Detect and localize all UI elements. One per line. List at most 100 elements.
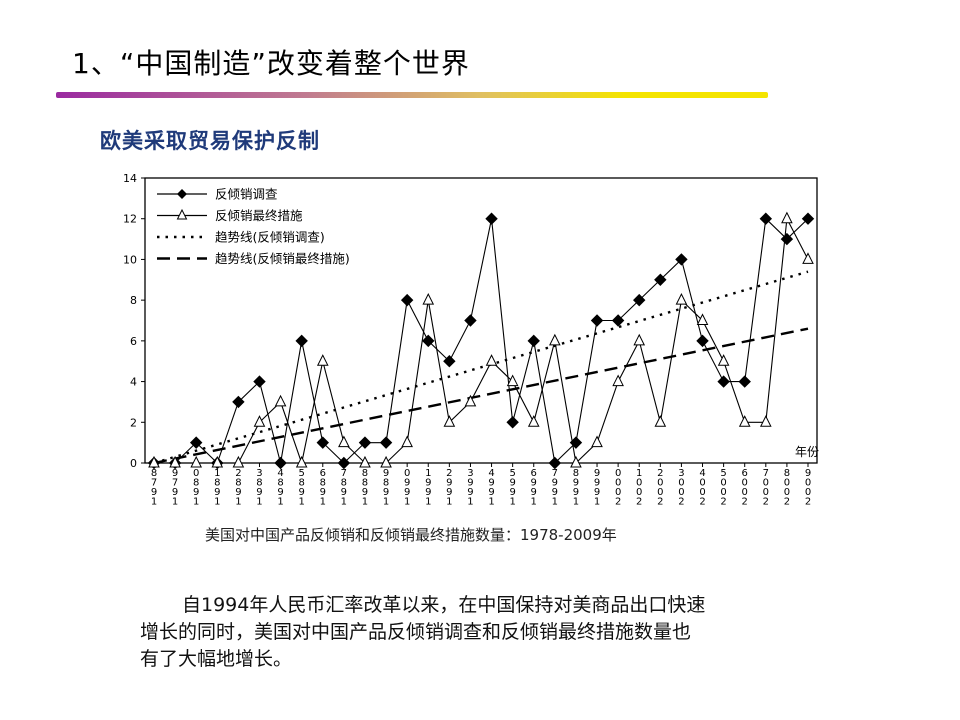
point-investigations xyxy=(590,314,604,327)
point-final-measures xyxy=(759,415,772,427)
point-final-measures xyxy=(401,435,413,448)
point-investigations xyxy=(358,436,372,449)
point-investigations xyxy=(379,436,393,449)
point-final-measures xyxy=(802,252,814,264)
point-investigations xyxy=(337,456,351,470)
point-investigations xyxy=(675,253,688,266)
point-final-measures xyxy=(190,455,203,468)
y-tick-label: 6 xyxy=(130,335,137,348)
point-final-measures xyxy=(338,435,350,448)
point-investigations xyxy=(464,314,477,327)
y-tick-label: 12 xyxy=(123,213,137,226)
body-paragraph: 自1994年人民币汇率改革以来，在中国保持对美商品出口快速 增长的同时，美国对中… xyxy=(140,592,840,673)
point-investigations xyxy=(611,314,625,327)
point-investigations xyxy=(422,334,435,348)
point-investigations xyxy=(717,375,730,388)
point-final-measures xyxy=(169,455,181,468)
paragraph-line: 自1994年人民币汇率改革以来，在中国保持对美商品出口快速 xyxy=(182,594,706,616)
point-investigations xyxy=(400,293,414,307)
point-final-measures xyxy=(232,455,245,468)
point-investigations xyxy=(253,375,266,388)
trend-line-final-measures xyxy=(153,327,809,465)
point-final-measures xyxy=(211,455,224,468)
series-line-final-measures xyxy=(154,216,809,466)
point-final-measures xyxy=(570,455,582,468)
legend-label: 趋势线(反倾销最终措施) xyxy=(215,251,350,266)
paragraph-line: 有了大幅地增长。 xyxy=(140,648,293,670)
point-final-measures xyxy=(696,313,709,325)
point-investigations xyxy=(654,273,667,286)
point-final-measures xyxy=(527,415,540,427)
legend-label: 趋势线(反倾销调查) xyxy=(215,230,325,245)
x-axis-label: 年份 xyxy=(795,445,819,459)
slide-title: 1、“中国制造”改变着整个世界 xyxy=(72,47,470,80)
y-tick-label: 2 xyxy=(130,416,137,429)
title-gradient-bar xyxy=(56,92,768,98)
point-final-measures xyxy=(380,455,392,468)
point-final-measures xyxy=(422,293,435,305)
point-investigations xyxy=(316,436,329,449)
y-tick-label: 14 xyxy=(123,172,137,185)
point-final-measures xyxy=(675,293,688,305)
anti-dumping-chart: 0 2 4 6 8 10 12 14 8 7 9 1 9 7 9 1 0 8 9 1 1 8 9 1 2 8 9 1 3 8 9 1 4 8 9 1 5… xyxy=(123,172,819,508)
point-investigations xyxy=(232,395,245,409)
point-final-measures xyxy=(717,354,730,366)
point-final-measures xyxy=(464,394,477,407)
point-investigations xyxy=(485,212,498,225)
paragraph-line: 增长的同时，美国对中国产品反倾销调查和反倾销最终措施数量也 xyxy=(140,621,692,643)
legend-label: 反倾销调查 xyxy=(215,187,278,202)
y-tick-label: 4 xyxy=(130,376,137,389)
point-investigations xyxy=(548,456,562,470)
point-final-measures xyxy=(274,394,287,407)
y-tick-label: 0 xyxy=(130,457,137,470)
legend-marker-triangle xyxy=(176,208,188,220)
point-final-measures xyxy=(295,455,308,468)
point-investigations xyxy=(759,212,773,225)
point-investigations xyxy=(738,375,751,388)
point-investigations xyxy=(189,436,203,449)
y-tick-label: 8 xyxy=(130,294,137,307)
legend-marker-diamond xyxy=(177,189,187,199)
point-investigations xyxy=(527,334,540,348)
point-final-measures xyxy=(612,374,624,387)
point-final-measures xyxy=(738,415,751,427)
point-final-measures xyxy=(781,211,793,224)
chart-caption: 美国对中国产品反倾销和反倾销最终措施数量：1978-2009年 xyxy=(205,526,617,544)
point-final-measures xyxy=(549,333,561,346)
slide-subtitle: 欧美采取贸易保护反制 xyxy=(100,129,320,153)
point-final-measures xyxy=(654,415,667,427)
point-final-measures xyxy=(359,455,371,468)
point-final-measures xyxy=(485,354,498,366)
point-investigations xyxy=(443,355,456,368)
y-tick-label: 10 xyxy=(123,253,137,266)
legend-label: 反倾销最终措施 xyxy=(215,208,303,223)
point-final-measures xyxy=(253,415,266,427)
